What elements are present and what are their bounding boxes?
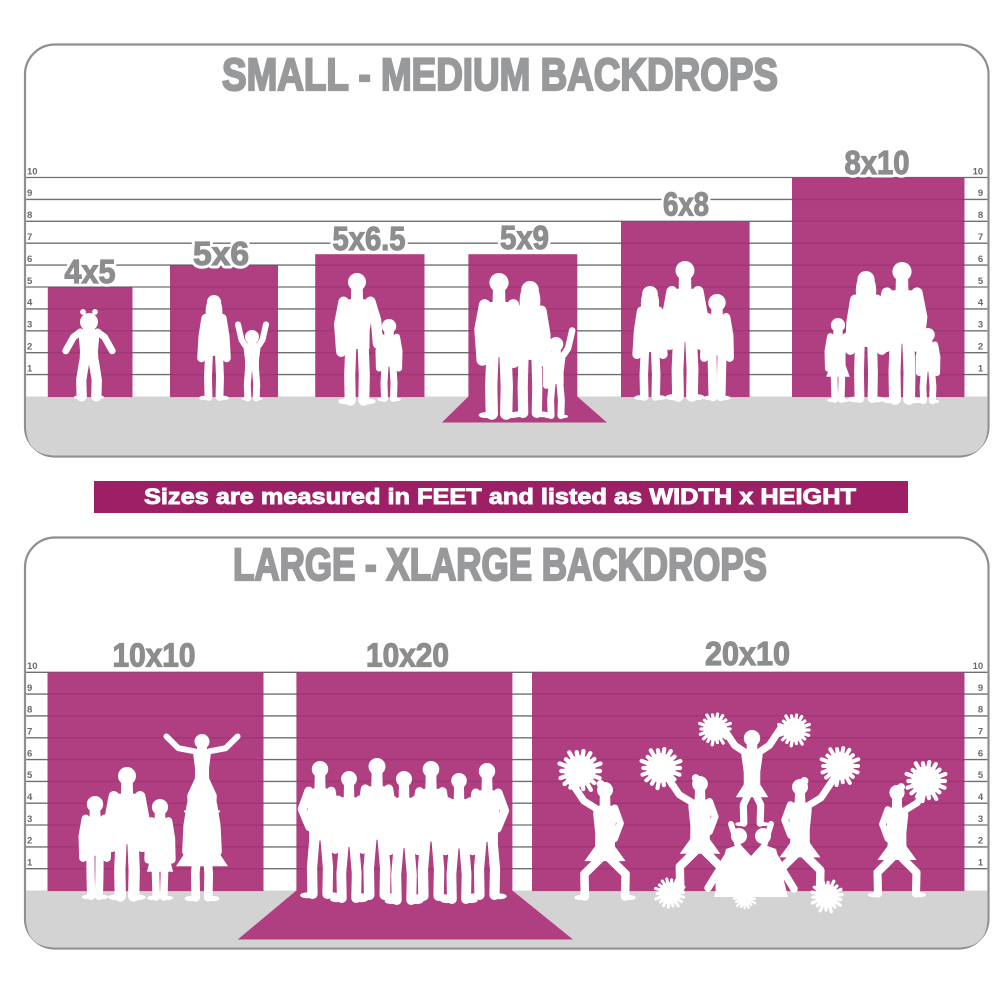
- svg-text:4: 4: [27, 298, 33, 309]
- svg-text:5x6: 5x6: [193, 235, 249, 272]
- svg-text:10x10: 10x10: [113, 637, 196, 674]
- svg-text:5: 5: [978, 770, 984, 781]
- svg-text:7: 7: [27, 727, 32, 738]
- svg-text:6: 6: [978, 254, 983, 265]
- svg-text:4: 4: [27, 792, 33, 803]
- svg-text:6x8: 6x8: [663, 186, 709, 223]
- svg-text:5: 5: [27, 276, 33, 287]
- svg-text:7: 7: [978, 727, 983, 738]
- svg-text:2: 2: [978, 836, 983, 847]
- svg-text:6: 6: [978, 748, 983, 759]
- svg-text:SMALL - MEDIUM BACKDROPS: SMALL - MEDIUM BACKDROPS: [222, 49, 778, 100]
- svg-text:3: 3: [27, 814, 32, 825]
- svg-text:3: 3: [27, 320, 32, 331]
- svg-text:5x6.5: 5x6.5: [333, 220, 406, 257]
- svg-text:7: 7: [27, 232, 32, 243]
- svg-text:LARGE - XLARGE BACKDROPS: LARGE - XLARGE BACKDROPS: [233, 539, 767, 590]
- svg-text:9: 9: [978, 188, 983, 199]
- svg-text:9: 9: [978, 683, 983, 694]
- svg-text:1: 1: [27, 858, 33, 869]
- svg-text:5: 5: [978, 276, 984, 287]
- svg-text:5x6.5: 5x6.5: [333, 220, 406, 257]
- svg-text:20x10: 20x10: [705, 635, 790, 672]
- svg-text:4: 4: [978, 792, 984, 803]
- svg-text:2: 2: [27, 836, 32, 847]
- svg-text:4x5: 4x5: [65, 253, 116, 290]
- svg-text:4: 4: [978, 298, 984, 309]
- svg-text:20x10: 20x10: [705, 635, 790, 672]
- svg-text:1: 1: [978, 363, 984, 374]
- svg-text:10x20: 10x20: [366, 637, 449, 674]
- svg-text:8x10: 8x10: [845, 144, 910, 181]
- svg-text:5x9: 5x9: [500, 219, 549, 256]
- svg-text:10: 10: [27, 661, 38, 672]
- svg-text:8: 8: [27, 210, 32, 221]
- svg-text:3: 3: [978, 320, 983, 331]
- svg-text:8: 8: [978, 705, 983, 716]
- svg-text:9: 9: [27, 683, 32, 694]
- svg-text:8: 8: [27, 705, 32, 716]
- svg-text:6: 6: [27, 254, 32, 265]
- svg-text:5x6: 5x6: [193, 235, 249, 272]
- svg-text:8: 8: [978, 210, 983, 221]
- svg-text:4x5: 4x5: [65, 253, 116, 290]
- svg-text:5: 5: [27, 770, 33, 781]
- svg-text:3: 3: [978, 814, 983, 825]
- svg-text:6: 6: [27, 748, 32, 759]
- svg-text:10: 10: [973, 166, 984, 177]
- svg-text:2: 2: [978, 342, 983, 353]
- svg-text:8x10: 8x10: [845, 144, 910, 181]
- svg-text:10: 10: [27, 166, 38, 177]
- svg-text:10x10: 10x10: [113, 637, 196, 674]
- svg-text:1: 1: [978, 858, 984, 869]
- svg-text:5x9: 5x9: [500, 219, 549, 256]
- svg-text:9: 9: [27, 188, 32, 199]
- svg-text:10x20: 10x20: [366, 637, 449, 674]
- svg-text:6x8: 6x8: [663, 186, 709, 223]
- svg-text:7: 7: [978, 232, 983, 243]
- svg-text:10: 10: [973, 661, 984, 672]
- svg-text:Sizes are measured in FEET and: Sizes are measured in FEET and listed as…: [144, 484, 857, 509]
- svg-text:2: 2: [27, 342, 32, 353]
- svg-text:1: 1: [27, 363, 33, 374]
